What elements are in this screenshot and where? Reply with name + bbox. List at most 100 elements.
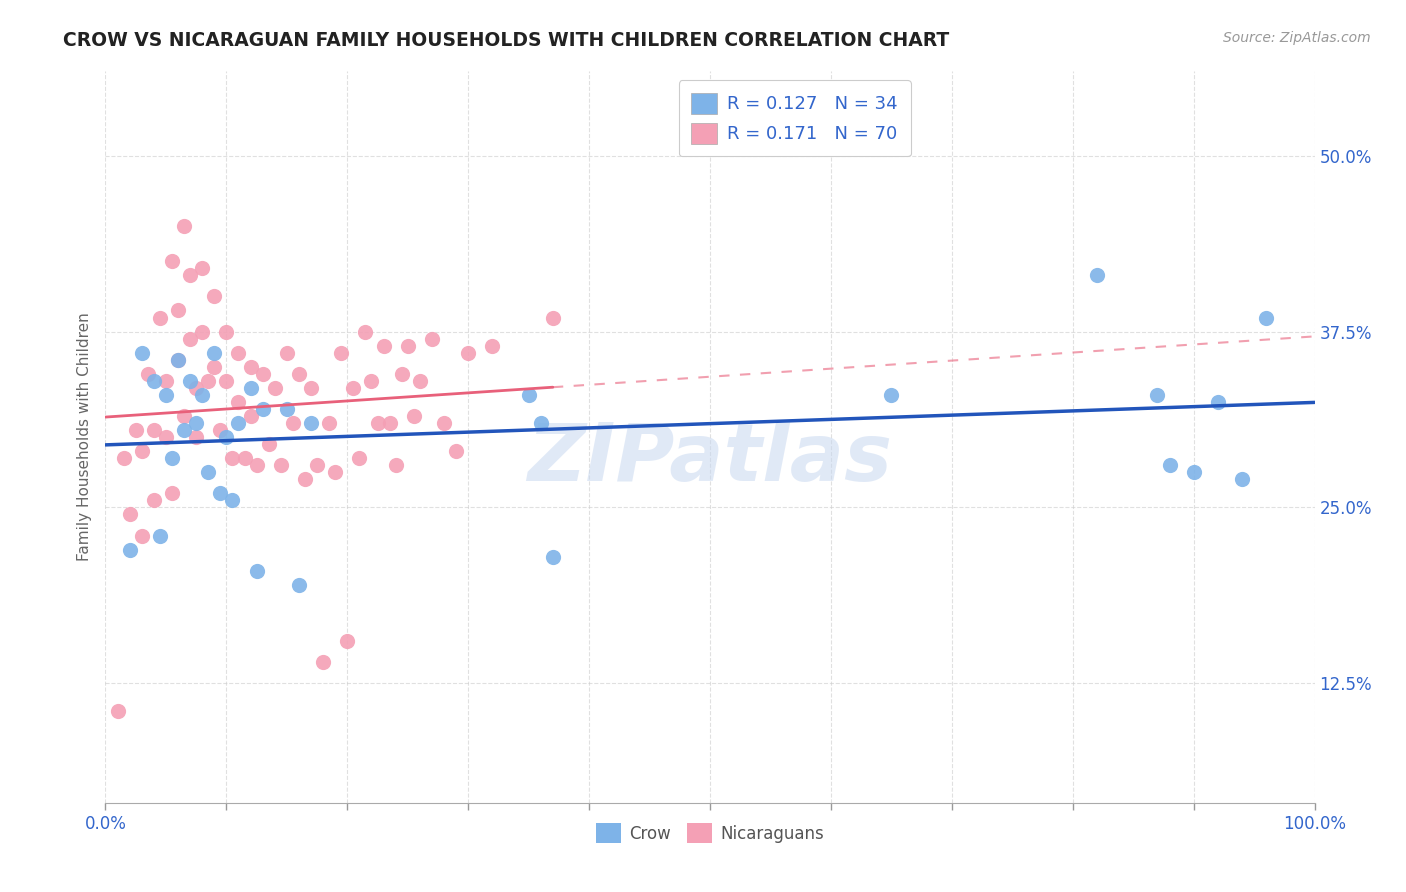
Point [360, 374, 382, 388]
Point [409, 374, 432, 388]
Point [276, 345, 298, 359]
Point [541, 310, 564, 325]
Point [312, 655, 335, 669]
Point [173, 409, 195, 423]
Point [433, 416, 456, 430]
Point [246, 564, 269, 578]
Point [530, 416, 553, 430]
Point [239, 359, 262, 374]
Point [191, 261, 214, 276]
Point [118, 508, 141, 522]
Point [228, 416, 250, 430]
Point [142, 493, 165, 508]
Point [299, 381, 322, 395]
Point [1256, 310, 1278, 325]
Point [215, 374, 238, 388]
Point [481, 339, 503, 353]
Point [239, 381, 262, 395]
Point [299, 416, 322, 430]
Point [239, 409, 262, 423]
Point [318, 416, 340, 430]
Point [124, 423, 148, 437]
Point [179, 268, 201, 283]
Point [221, 451, 243, 466]
Point [396, 339, 419, 353]
Point [276, 401, 298, 416]
Point [202, 345, 225, 359]
Point [160, 254, 183, 268]
Point [246, 458, 269, 473]
Point [384, 458, 406, 473]
Point [167, 352, 190, 367]
Point [354, 325, 377, 339]
Point [197, 374, 219, 388]
Point [197, 465, 219, 479]
Point [209, 423, 232, 437]
Point [186, 416, 208, 430]
Point [307, 458, 329, 473]
Point [444, 444, 467, 458]
Point [149, 528, 172, 542]
Point [457, 345, 479, 359]
Text: ZIPatlas: ZIPatlas [527, 420, 893, 498]
Point [270, 458, 292, 473]
Point [263, 381, 285, 395]
Point [160, 486, 183, 500]
Point [1085, 268, 1108, 283]
Point [202, 289, 225, 303]
Point [402, 409, 425, 423]
Legend: Crow, Nicaraguans: Crow, Nicaraguans [589, 817, 831, 849]
Text: Source: ZipAtlas.com: Source: ZipAtlas.com [1223, 31, 1371, 45]
Point [288, 367, 311, 381]
Point [112, 451, 135, 466]
Point [342, 381, 364, 395]
Point [209, 486, 232, 500]
Point [330, 345, 353, 359]
Point [373, 339, 395, 353]
Point [541, 549, 564, 564]
Point [142, 374, 165, 388]
Point [136, 367, 159, 381]
Point [186, 381, 208, 395]
Point [349, 451, 371, 466]
Point [1146, 388, 1168, 402]
Point [288, 578, 311, 592]
Point [215, 325, 238, 339]
Point [191, 325, 214, 339]
Point [336, 634, 359, 648]
Point [221, 493, 243, 508]
Point [366, 416, 388, 430]
Point [294, 472, 316, 486]
Point [142, 423, 165, 437]
Point [880, 388, 903, 402]
Point [228, 395, 250, 409]
Point [173, 423, 195, 437]
Point [517, 388, 540, 402]
Point [1159, 458, 1181, 473]
Point [1206, 395, 1229, 409]
Point [215, 430, 238, 444]
Y-axis label: Family Households with Children: Family Households with Children [76, 313, 91, 561]
Point [1230, 472, 1253, 486]
Point [179, 374, 201, 388]
Point [323, 465, 346, 479]
Point [186, 430, 208, 444]
Point [378, 416, 401, 430]
Point [155, 388, 177, 402]
Point [179, 332, 201, 346]
Point [202, 359, 225, 374]
Point [131, 528, 153, 542]
Point [420, 332, 443, 346]
Point [118, 542, 141, 557]
Point [191, 388, 214, 402]
Point [173, 219, 195, 233]
Point [167, 352, 190, 367]
Point [252, 367, 274, 381]
Point [228, 345, 250, 359]
Point [257, 437, 280, 451]
Point [149, 310, 172, 325]
Point [131, 345, 153, 359]
Text: CROW VS NICARAGUAN FAMILY HOUSEHOLDS WITH CHILDREN CORRELATION CHART: CROW VS NICARAGUAN FAMILY HOUSEHOLDS WIT… [63, 31, 949, 50]
Point [252, 401, 274, 416]
Point [391, 367, 413, 381]
